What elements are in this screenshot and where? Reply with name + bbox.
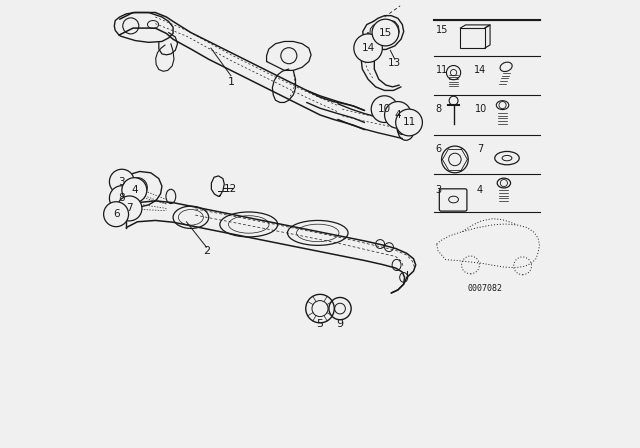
Circle shape	[109, 169, 134, 194]
Circle shape	[396, 109, 422, 136]
Text: 8: 8	[436, 104, 442, 114]
Text: 15: 15	[379, 28, 392, 38]
Text: 11: 11	[436, 65, 448, 75]
Circle shape	[122, 178, 147, 202]
Text: 2: 2	[203, 246, 210, 256]
Text: 15: 15	[436, 26, 448, 35]
Text: 3: 3	[118, 177, 125, 187]
Circle shape	[371, 96, 398, 122]
Text: 11: 11	[403, 117, 415, 128]
Circle shape	[117, 196, 142, 221]
Text: 10: 10	[475, 104, 487, 114]
Text: 0007082: 0007082	[467, 284, 502, 293]
Circle shape	[354, 34, 382, 62]
Text: 4: 4	[395, 110, 401, 120]
Text: 7: 7	[126, 203, 132, 213]
Text: 8: 8	[118, 193, 125, 203]
Text: 14: 14	[362, 43, 374, 53]
Circle shape	[385, 102, 412, 128]
Bar	[460, 28, 484, 48]
Text: 13: 13	[388, 58, 401, 68]
Text: 4: 4	[131, 185, 138, 195]
Text: 5: 5	[317, 319, 323, 329]
Text: 1: 1	[227, 77, 234, 86]
Circle shape	[109, 186, 134, 211]
Text: 12: 12	[223, 184, 237, 194]
Text: 4: 4	[477, 185, 483, 195]
Circle shape	[104, 202, 129, 227]
Text: 3: 3	[436, 185, 442, 195]
Circle shape	[372, 19, 399, 46]
Text: 6: 6	[436, 144, 442, 154]
Text: 14: 14	[474, 65, 486, 75]
Text: 7: 7	[477, 144, 483, 154]
Text: 9: 9	[337, 319, 344, 329]
Text: 6: 6	[113, 209, 120, 219]
Text: 10: 10	[378, 104, 391, 114]
